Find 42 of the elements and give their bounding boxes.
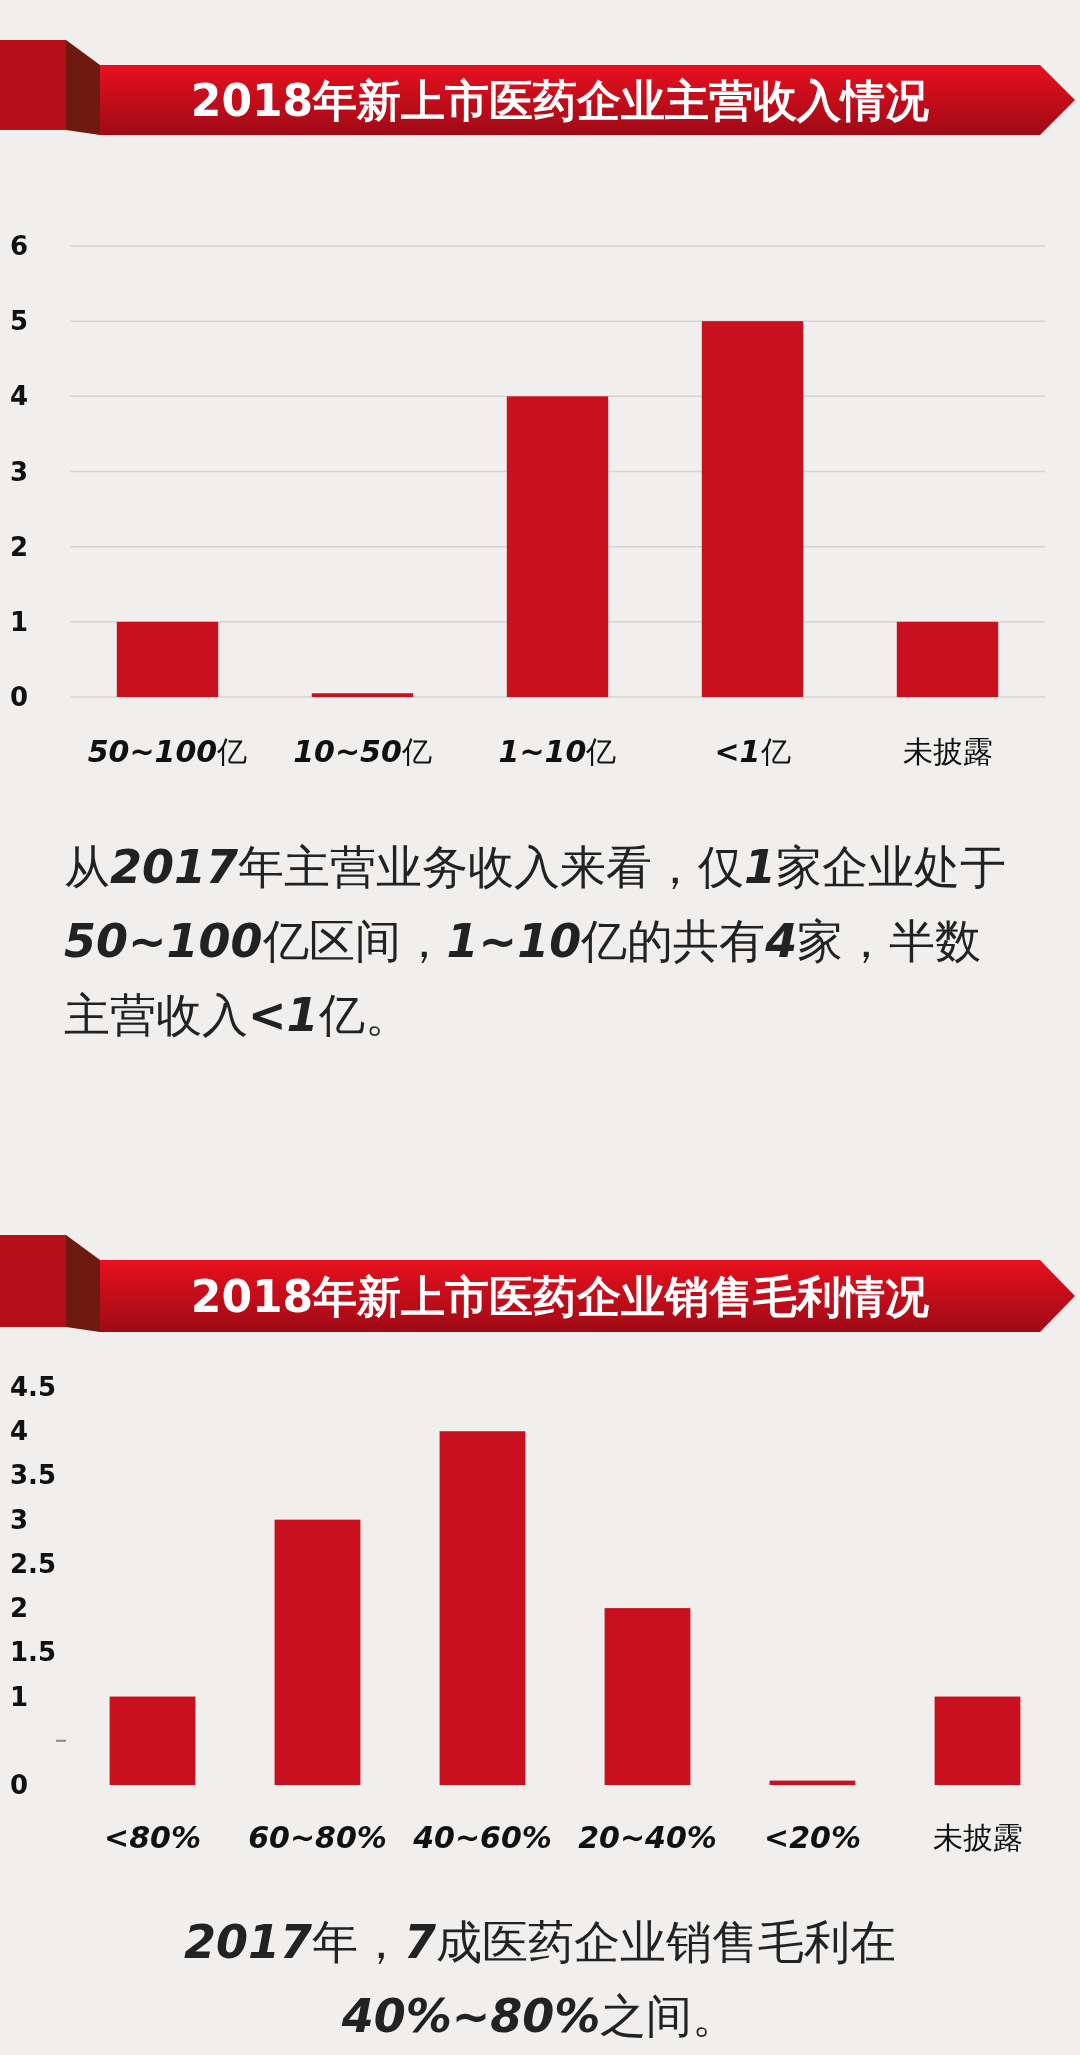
bar bbox=[439, 1431, 526, 1785]
bar bbox=[311, 693, 414, 697]
bar bbox=[701, 321, 804, 697]
y-tick-label: 3 bbox=[10, 1504, 29, 1535]
y-tick-label: 4 bbox=[10, 1416, 29, 1447]
bar bbox=[274, 1519, 361, 1785]
x-tick-label: 未披露 bbox=[902, 734, 993, 769]
y-tick-label: 4 bbox=[10, 381, 29, 412]
chart-title: 2018年新上市医药企业销售毛利情况 bbox=[190, 1271, 930, 1322]
x-tick-label: 未披露 bbox=[932, 1820, 1023, 1855]
x-tick-label: 40~60% bbox=[412, 1820, 552, 1855]
bar bbox=[934, 1696, 1021, 1785]
y-tick-label: 2 bbox=[10, 1593, 29, 1624]
y-tick-label: 0 bbox=[10, 1770, 29, 1800]
x-tick-label: <1亿 bbox=[714, 734, 791, 769]
y-tick-label: 4.5 bbox=[10, 1372, 57, 1402]
y-tick-label: 3.5 bbox=[10, 1460, 57, 1491]
x-tick-label: 10~50亿 bbox=[293, 734, 432, 769]
bar bbox=[769, 1780, 856, 1785]
x-tick-label: 1~10亿 bbox=[498, 734, 617, 769]
x-tick-label: 20~40% bbox=[578, 1820, 717, 1855]
text: 从2017年主营业务收入来看，仅1家企业处于50~100亿区间，1~10亿的共有4家，半数主营收入<1亿。 bbox=[64, 840, 1007, 1042]
bar bbox=[896, 621, 999, 697]
x-tick-label: 50~100亿 bbox=[87, 734, 248, 769]
y-tick-label: 1 bbox=[10, 606, 29, 637]
bar bbox=[506, 396, 609, 697]
y-tick-label: 2.5 bbox=[10, 1548, 57, 1579]
y-tick-label: 3 bbox=[10, 456, 29, 487]
x-tick-label: 60~80% bbox=[248, 1820, 387, 1855]
y-tick-label: 6 bbox=[10, 231, 29, 261]
y-tick-label: 5 bbox=[10, 306, 29, 337]
y-tick-label: 1 bbox=[10, 1681, 29, 1712]
y-tick-label: 1.5 bbox=[10, 1637, 57, 1668]
bar bbox=[604, 1608, 691, 1785]
bar bbox=[116, 621, 219, 697]
x-tick-label: <20% bbox=[764, 1820, 861, 1855]
bar bbox=[109, 1696, 196, 1785]
x-tick-label: <80% bbox=[104, 1820, 201, 1855]
y-tick-label: 2 bbox=[10, 531, 29, 562]
y-tick-label: 0 bbox=[10, 682, 29, 712]
chart-title: 2018年新上市医药企业主营收入情况 bbox=[190, 75, 930, 126]
text: 2017年，7成医药企业销售毛利在40%~80%之间。 bbox=[182, 1914, 897, 2045]
